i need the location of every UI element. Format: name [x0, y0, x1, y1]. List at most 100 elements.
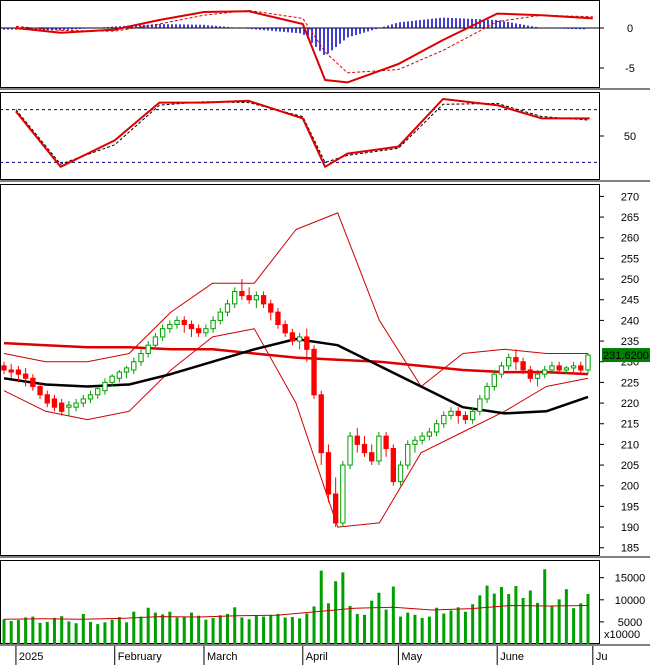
price-tick-label: 245	[621, 295, 639, 307]
candle-body	[318, 394, 324, 454]
candle-body	[167, 324, 173, 330]
candle-body	[296, 336, 303, 342]
volume-bar	[384, 609, 388, 644]
volume-bar	[536, 602, 540, 644]
candle-body	[196, 328, 202, 334]
volume-bar	[319, 570, 323, 644]
price-tick-label: 225	[621, 377, 639, 389]
candle-body	[66, 404, 72, 408]
volume-bar	[377, 592, 381, 644]
candle-body	[534, 373, 541, 379]
price-tick-label: 255	[621, 253, 639, 265]
candle-body	[426, 431, 433, 437]
candle-body	[549, 365, 555, 371]
volume-bar	[456, 607, 460, 644]
price-tick-label: 240	[621, 315, 639, 327]
candle-body	[22, 373, 29, 379]
candle-body	[275, 311, 281, 326]
price-tick-label: 200	[621, 481, 639, 493]
volume-bar	[420, 617, 424, 644]
price-tick-label: 265	[621, 212, 639, 224]
last-price-label: 231.6200	[603, 350, 649, 362]
candle-body	[520, 361, 526, 371]
volume-bar	[435, 607, 439, 644]
volume-bar	[298, 618, 302, 644]
volume-bar	[362, 614, 366, 644]
x-tick-label: March	[207, 651, 238, 663]
macd-tick-label: 0	[627, 23, 633, 35]
volume-bar	[305, 613, 309, 644]
x-tick-label: 2025	[19, 651, 43, 663]
candle-body	[289, 332, 296, 342]
x-tick-label: Ju	[596, 651, 608, 663]
volume-bar	[399, 616, 403, 644]
volume-bar	[67, 621, 71, 644]
last-price-tag	[602, 348, 650, 363]
candle-body	[44, 394, 50, 404]
price-frame	[0, 184, 600, 556]
volume-bar	[348, 605, 352, 644]
candle-body	[563, 367, 570, 371]
x-tick-label: February	[118, 651, 163, 663]
candle-body	[311, 348, 317, 396]
candle-body	[217, 311, 223, 321]
volume-bar	[16, 620, 20, 644]
volume-bar	[117, 617, 121, 644]
candle-body	[513, 357, 519, 363]
volume-bar	[449, 610, 453, 644]
volume-bar	[132, 611, 136, 644]
volume-bar	[463, 611, 467, 644]
candle-body	[95, 388, 101, 396]
volume-bar	[521, 598, 525, 644]
candle-body	[578, 365, 584, 371]
candle-body	[116, 371, 123, 379]
volume-bar	[492, 593, 496, 644]
candle-body	[59, 402, 65, 412]
candle-body	[210, 319, 216, 330]
stoch-frame	[0, 92, 600, 180]
stoch-k-line	[15, 98, 590, 168]
candle-body	[123, 367, 130, 373]
volume-bar	[334, 581, 338, 644]
candle-body	[1, 365, 7, 371]
candle-body	[174, 319, 180, 326]
volume-bar	[557, 599, 561, 644]
volume-bar	[269, 614, 273, 644]
candle-body	[441, 414, 447, 425]
volume-bar	[579, 603, 583, 644]
volume-bar	[427, 616, 431, 644]
volume-bar	[283, 617, 287, 644]
candle-body	[181, 319, 187, 326]
volume-bar	[341, 572, 345, 644]
candle-body	[405, 443, 411, 466]
candle-body	[145, 344, 151, 354]
macd-signal-line	[15, 9, 593, 74]
x-tick-label: April	[306, 651, 328, 663]
candle-body	[506, 357, 512, 367]
candle-body	[73, 402, 79, 408]
price-ma-short	[3, 337, 589, 415]
volume-bar	[89, 621, 93, 644]
volume-bar	[391, 586, 395, 644]
candle-body	[491, 373, 497, 388]
volume-bar	[189, 612, 193, 644]
x-axis: 2025 February March April May June Ju	[15, 646, 608, 665]
candle-body	[260, 295, 267, 305]
candle-body	[152, 336, 159, 346]
volume-bar	[218, 615, 222, 644]
volume-bar	[211, 617, 215, 644]
price-band-upper	[3, 212, 588, 387]
candle-body	[433, 423, 440, 433]
candle-body	[556, 365, 562, 371]
volume-bar	[161, 614, 165, 644]
candle-body	[159, 328, 166, 338]
volume-bar	[197, 615, 201, 644]
candle-body	[570, 365, 577, 369]
candle-body	[469, 410, 476, 421]
volume-bar	[572, 608, 576, 644]
candle-body	[80, 398, 86, 404]
volume-bar	[543, 569, 547, 644]
price-band-lower	[3, 328, 589, 528]
candle-body	[361, 443, 368, 454]
